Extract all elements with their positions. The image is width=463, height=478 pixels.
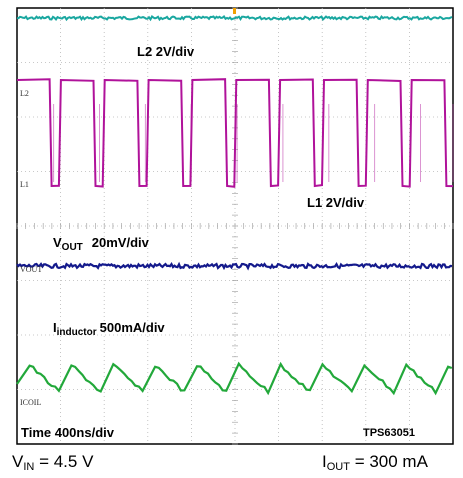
- trigger-marker: [233, 8, 236, 14]
- iinductor-label: Iinductor 500mA/div: [53, 320, 165, 338]
- iout-condition: IOUT = 300 mA: [322, 452, 428, 473]
- iinductor-label-main: I: [53, 320, 57, 335]
- l2-marker: L2: [20, 89, 29, 98]
- vout-label-main: V: [53, 235, 62, 250]
- trace-l1: [53, 104, 454, 182]
- vout-label: VOUT 20mV/div: [53, 235, 150, 253]
- time-scale-label: Time 400ns/div: [21, 425, 115, 440]
- vin-symbol: V: [12, 452, 24, 471]
- traces: [16, 14, 454, 396]
- vout-marker: VOUT: [20, 265, 42, 274]
- vout-label-sub: OUT: [62, 242, 83, 253]
- vin-value: = 4.5 V: [34, 452, 94, 471]
- trace-vout: [16, 261, 453, 271]
- device-label: TPS63051: [363, 427, 415, 439]
- labels: L2 2V/div L1 2V/div VOUT 20mV/div Iinduct…: [20, 44, 415, 440]
- iout-value: = 300 mA: [349, 452, 428, 471]
- trace-iinductor: [16, 361, 453, 396]
- oscilloscope-chart: L2 2V/div L1 2V/div VOUT 20mV/div Iinduct…: [16, 7, 454, 445]
- iinductor-label-scale: 500mA/div: [100, 320, 166, 335]
- iout-symbol: I: [322, 452, 327, 471]
- vin-sub: IN: [23, 461, 35, 473]
- vout-label-scale: 20mV/div: [92, 235, 150, 250]
- trace-l2: [16, 78, 454, 188]
- l1-scale-label: L1 2V/div: [307, 195, 365, 210]
- icoil-marker: ICOIL: [20, 398, 41, 407]
- iout-sub: OUT: [326, 461, 350, 473]
- trace-top: [16, 14, 453, 22]
- l2-scale-label: L2 2V/div: [137, 44, 195, 59]
- iinductor-label-sub: inductor: [57, 327, 97, 338]
- l1-marker: L1: [20, 180, 29, 189]
- vin-condition: VIN = 4.5 V: [12, 452, 93, 473]
